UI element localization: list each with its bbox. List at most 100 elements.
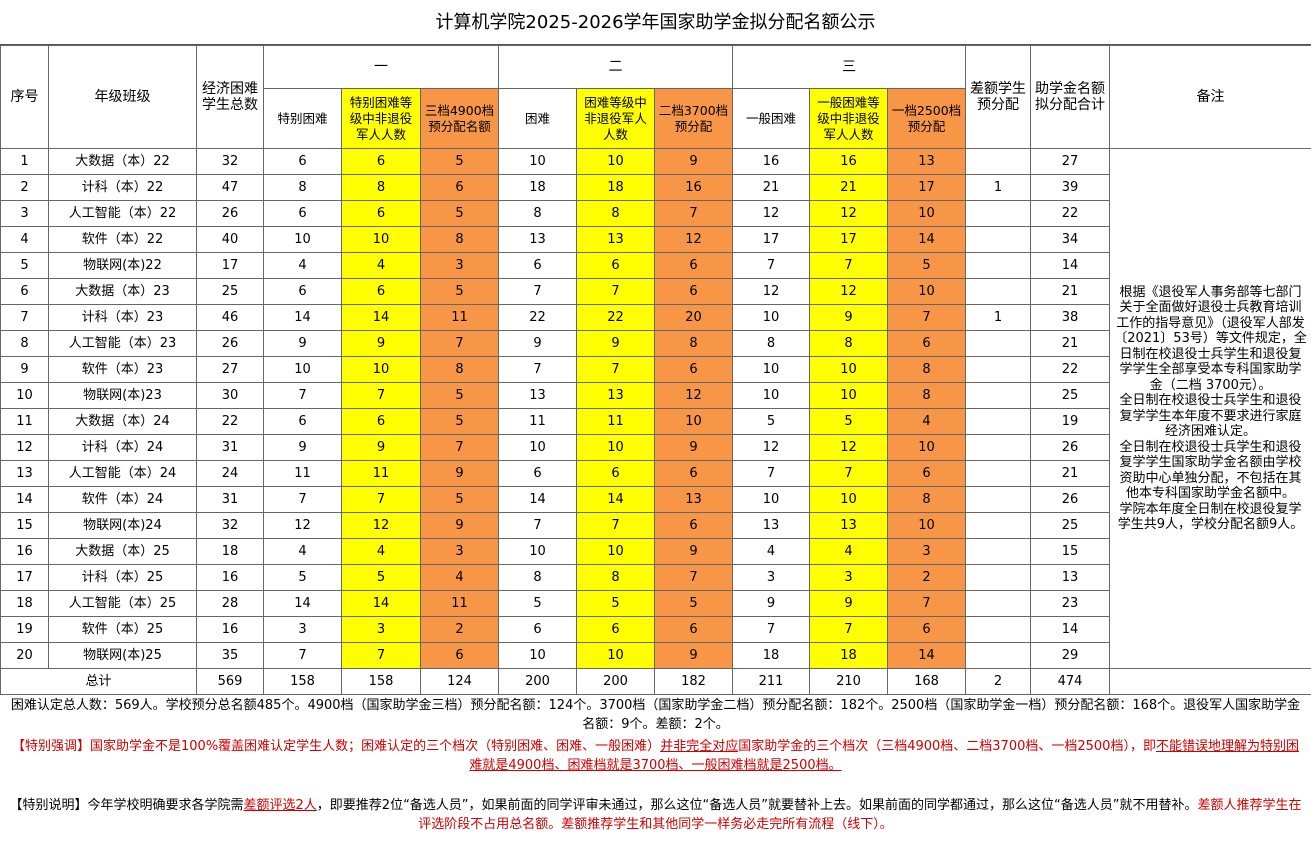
cell: 8	[498, 564, 578, 591]
note-text: ，即要推荐2位“备选人员”，如果前面的同学评审未通过，那么这位“备选人员”就要替…	[316, 798, 1198, 813]
column-header: 二档3700档预分配	[654, 88, 734, 149]
cell: 18	[196, 538, 264, 565]
cell: 6	[263, 278, 342, 305]
cell: 7	[732, 616, 811, 643]
note-text: 不能错误地理解为特别困难就是4900档、困难档就是3700档、一般困难档就是25…	[469, 739, 1299, 773]
cell: 2	[0, 174, 49, 201]
cell: 210	[809, 668, 889, 695]
column-header: 三档4900档预分配名额	[419, 88, 500, 149]
cell: 3	[419, 538, 500, 565]
cell: 人工智能（本）25	[48, 590, 197, 617]
cell: 物联网(本)22	[48, 252, 197, 279]
cell: 16	[654, 174, 734, 201]
cell: 7	[341, 382, 421, 409]
cell: 39	[1030, 174, 1111, 201]
cell: 7	[654, 200, 734, 227]
cell: 11	[419, 590, 500, 617]
cell: 软件（本）24	[48, 486, 197, 513]
cell: 10	[0, 382, 49, 409]
data-row: 4 软件（本）22 40 10 10 8 13 13 12 17 17 14 34	[0, 226, 1311, 253]
cell: 26	[1030, 434, 1111, 461]
cell: 9	[809, 590, 889, 617]
cell: 5	[0, 252, 49, 279]
cell: 8	[0, 330, 49, 357]
note: 困难认定总人数：569人。学校预分总名额485个。4900档（国家助学金三档）预…	[6, 697, 1305, 734]
cell	[965, 330, 1032, 357]
data-row: 9 软件（本）23 27 10 10 8 7 7 6 10 10 8 22	[0, 356, 1311, 383]
cell: 5	[419, 382, 500, 409]
cell: 12	[732, 278, 811, 305]
cell: 10	[887, 200, 967, 227]
header-row: 序号 年级班级 经济困难学生总数一二三差额学生预分配 助学金名额拟分配合计 备注	[0, 45, 1311, 149]
cell: 14	[263, 590, 342, 617]
cell: 29	[1030, 642, 1111, 669]
cell: 软件（本）25	[48, 616, 197, 643]
cell: 10	[732, 382, 811, 409]
note: 【特别强调】国家助学金不是100%覆盖困难认定学生人数；困难认定的三个档次（特别…	[6, 738, 1305, 775]
cell: 6	[498, 252, 578, 279]
cell: 7	[576, 278, 656, 305]
cell: 16	[196, 564, 264, 591]
cell: 26	[196, 330, 264, 357]
cell: 8	[263, 174, 342, 201]
cell: 21	[1030, 330, 1111, 357]
cell: 10	[263, 226, 342, 253]
cell: 8	[498, 200, 578, 227]
cell: 18	[0, 590, 49, 617]
cell: 40	[196, 226, 264, 253]
cell: 计科（本）25	[48, 564, 197, 591]
cell: 5	[419, 148, 500, 175]
data-row: 3 人工智能（本）22 26 6 6 5 8 8 7 12 12 10 22	[0, 200, 1311, 227]
cell	[965, 512, 1032, 539]
cell: 3	[732, 564, 811, 591]
cell: 人工智能（本）23	[48, 330, 197, 357]
cell: 6	[341, 200, 421, 227]
cell: 10	[809, 356, 889, 383]
cell: 10	[576, 434, 656, 461]
cell: 10	[732, 356, 811, 383]
cell: 4	[0, 226, 49, 253]
cell	[965, 642, 1032, 669]
cell: 10	[576, 642, 656, 669]
cell: 14	[0, 486, 49, 513]
cell: 10	[654, 408, 734, 435]
cell: 6	[576, 252, 656, 279]
cell: 7	[809, 616, 889, 643]
cell: 11	[576, 408, 656, 435]
cell: 9	[341, 434, 421, 461]
note-text: 差额评选2人	[243, 798, 317, 813]
cell	[965, 434, 1032, 461]
cell: 7	[263, 382, 342, 409]
cell: 6	[0, 278, 49, 305]
cell: 6	[419, 174, 500, 201]
cell: 569	[196, 668, 264, 695]
cell: 13	[576, 382, 656, 409]
cell: 3	[0, 200, 49, 227]
group-header: 三	[732, 45, 967, 89]
cell: 13	[498, 226, 578, 253]
cell: 10	[732, 486, 811, 513]
cell: 4	[341, 252, 421, 279]
cell: 158	[341, 668, 421, 695]
cell: 11	[419, 304, 500, 331]
cell: 47	[196, 174, 264, 201]
cell: 38	[1030, 304, 1111, 331]
column-header: 一般困难	[732, 88, 811, 149]
cell: 10	[809, 486, 889, 513]
cell: 18	[498, 174, 578, 201]
cell: 3	[341, 616, 421, 643]
cell: 12	[341, 512, 421, 539]
cell: 6	[263, 408, 342, 435]
cell: 6	[654, 512, 734, 539]
cell: 7	[809, 460, 889, 487]
cell: 7	[654, 564, 734, 591]
cell: 5	[654, 590, 734, 617]
cell: 13	[732, 512, 811, 539]
cell: 12	[654, 382, 734, 409]
cell: 25	[1030, 382, 1111, 409]
cell: 9	[0, 356, 49, 383]
cell: 12	[732, 434, 811, 461]
cell: 11	[263, 460, 342, 487]
cell: 9	[341, 330, 421, 357]
data-row: 11 大数据（本）24 22 6 6 5 11 11 10 5 5 4 19	[0, 408, 1311, 435]
